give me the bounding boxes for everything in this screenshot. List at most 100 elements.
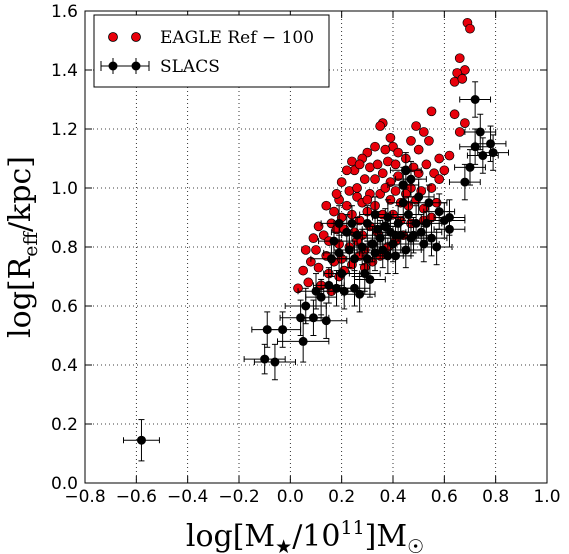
eagle-point	[393, 147, 403, 158]
slacs-point	[298, 336, 308, 346]
slacs-point	[362, 218, 372, 228]
eagle-point	[341, 165, 352, 176]
eagle-point	[426, 106, 437, 117]
eagle-point	[444, 150, 455, 161]
eagle-point	[460, 118, 470, 128]
eagle-point	[424, 135, 434, 146]
slacs-point	[136, 435, 146, 445]
eagle-point	[375, 121, 386, 131]
slacs-point	[316, 292, 326, 302]
eagle-point	[370, 141, 380, 152]
slacs-point	[406, 174, 416, 184]
axis-ticks: −0.8 −0.6 −0.4 −0.2 0.0 0.2 0.4 0.6 0.8 1.0 0.0 0.2…	[51, 2, 561, 507]
x-tick-label: −0.8	[64, 487, 105, 507]
slacs-point	[355, 289, 365, 299]
legend-label-slacs: SLACS	[160, 57, 220, 77]
eagle-point	[465, 23, 475, 34]
slacs-point	[475, 127, 485, 137]
eagle-point	[298, 265, 309, 276]
slacs-point	[401, 165, 411, 175]
eagle-point	[449, 109, 460, 120]
slacs-point	[403, 210, 413, 220]
slacs-point	[334, 248, 344, 258]
y-tick-label: 0.6	[51, 297, 78, 317]
eagle-point	[359, 174, 370, 184]
slacs-point	[434, 207, 444, 217]
slacs-point	[378, 245, 388, 255]
eagle-point	[454, 53, 465, 64]
eagle-point	[313, 262, 324, 273]
eagle-point	[380, 144, 391, 155]
legend: EAGLE Ref − 100 SLACS	[93, 14, 330, 88]
x-tick-label: 0.4	[379, 487, 406, 507]
slacs-point	[352, 230, 362, 240]
slacs-point	[488, 148, 498, 158]
eagle-point	[418, 127, 429, 137]
eagle-point	[300, 245, 311, 255]
y-tick-label: 0.4	[51, 356, 78, 376]
slacs-point	[465, 162, 475, 172]
slacs-point	[329, 236, 339, 246]
slacs-point	[391, 251, 401, 261]
slacs-point	[470, 95, 480, 104]
slacs-point	[360, 269, 370, 279]
eagle-point	[434, 153, 445, 164]
slacs-point	[260, 354, 270, 364]
x-axis-label: log[M★/1011]M☉	[186, 517, 424, 554]
eagle-point	[362, 194, 373, 205]
legend-marker-slacs	[108, 61, 118, 71]
slacs-point	[365, 274, 375, 284]
legend-marker-eagle	[108, 32, 118, 42]
x-tick-label: −0.6	[116, 487, 157, 507]
x-tick-label: −0.2	[218, 487, 259, 507]
eagle-point	[454, 127, 465, 137]
slacs-point	[416, 227, 426, 237]
x-tick-label: 0.2	[328, 487, 355, 507]
x-tick-label: 1.0	[533, 487, 560, 507]
slacs-point	[301, 301, 311, 311]
y-tick-label: 1.4	[51, 61, 78, 81]
x-tick-label: 0.6	[431, 487, 458, 507]
eagle-point	[303, 277, 314, 288]
slacs-point	[427, 233, 436, 243]
eagle-point	[311, 245, 321, 255]
y-tick-label: 1.6	[51, 2, 78, 22]
slacs-point	[460, 177, 470, 187]
legend-entry-eagle: EAGLE Ref − 100	[108, 28, 314, 48]
legend-label-eagle: EAGLE Ref − 100	[160, 28, 314, 48]
eagle-point	[439, 165, 450, 176]
eagle-point	[390, 186, 401, 196]
eagle-point	[413, 144, 424, 155]
slacs-point	[308, 313, 318, 323]
slacs-point	[342, 227, 352, 237]
slacs-point	[406, 233, 416, 243]
eagle-point	[352, 183, 362, 193]
slacs-point	[478, 151, 488, 161]
slacs-point	[350, 283, 359, 293]
slacs-point	[486, 139, 496, 149]
x-tick-label: 0.8	[482, 487, 509, 507]
x-tick-label: −0.4	[167, 487, 208, 507]
eagle-point	[331, 189, 342, 199]
legend-marker-slacs	[131, 61, 141, 71]
slacs-point	[270, 357, 280, 367]
slacs-point	[370, 248, 380, 258]
slacs-point	[278, 325, 288, 335]
x-tick-label: 0.0	[277, 487, 304, 507]
eagle-point	[308, 233, 319, 243]
eagle-point	[390, 159, 401, 170]
eagle-point	[329, 206, 339, 217]
slacs-point	[383, 213, 393, 222]
y-tick-label: 0.2	[51, 415, 78, 435]
slacs-point	[401, 245, 411, 255]
y-tick-label: 1.0	[51, 179, 78, 199]
eagle-point	[321, 200, 332, 211]
slacs-point	[432, 242, 442, 252]
eagle-point	[385, 133, 396, 143]
legend-entry-slacs: SLACS	[100, 57, 220, 77]
y-axis-label: log[Reff/kpc]	[3, 156, 42, 338]
y-tick-label: 0.0	[51, 474, 78, 494]
eagle-point	[377, 168, 388, 179]
eagle-point	[370, 174, 380, 184]
